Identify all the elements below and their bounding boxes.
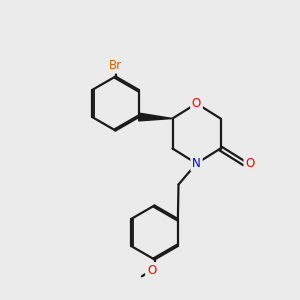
Text: N: N [192,157,201,170]
Text: O: O [245,157,254,170]
Polygon shape [139,113,172,121]
Text: O: O [192,97,201,110]
Text: O: O [147,264,156,277]
Text: Br: Br [109,59,122,72]
